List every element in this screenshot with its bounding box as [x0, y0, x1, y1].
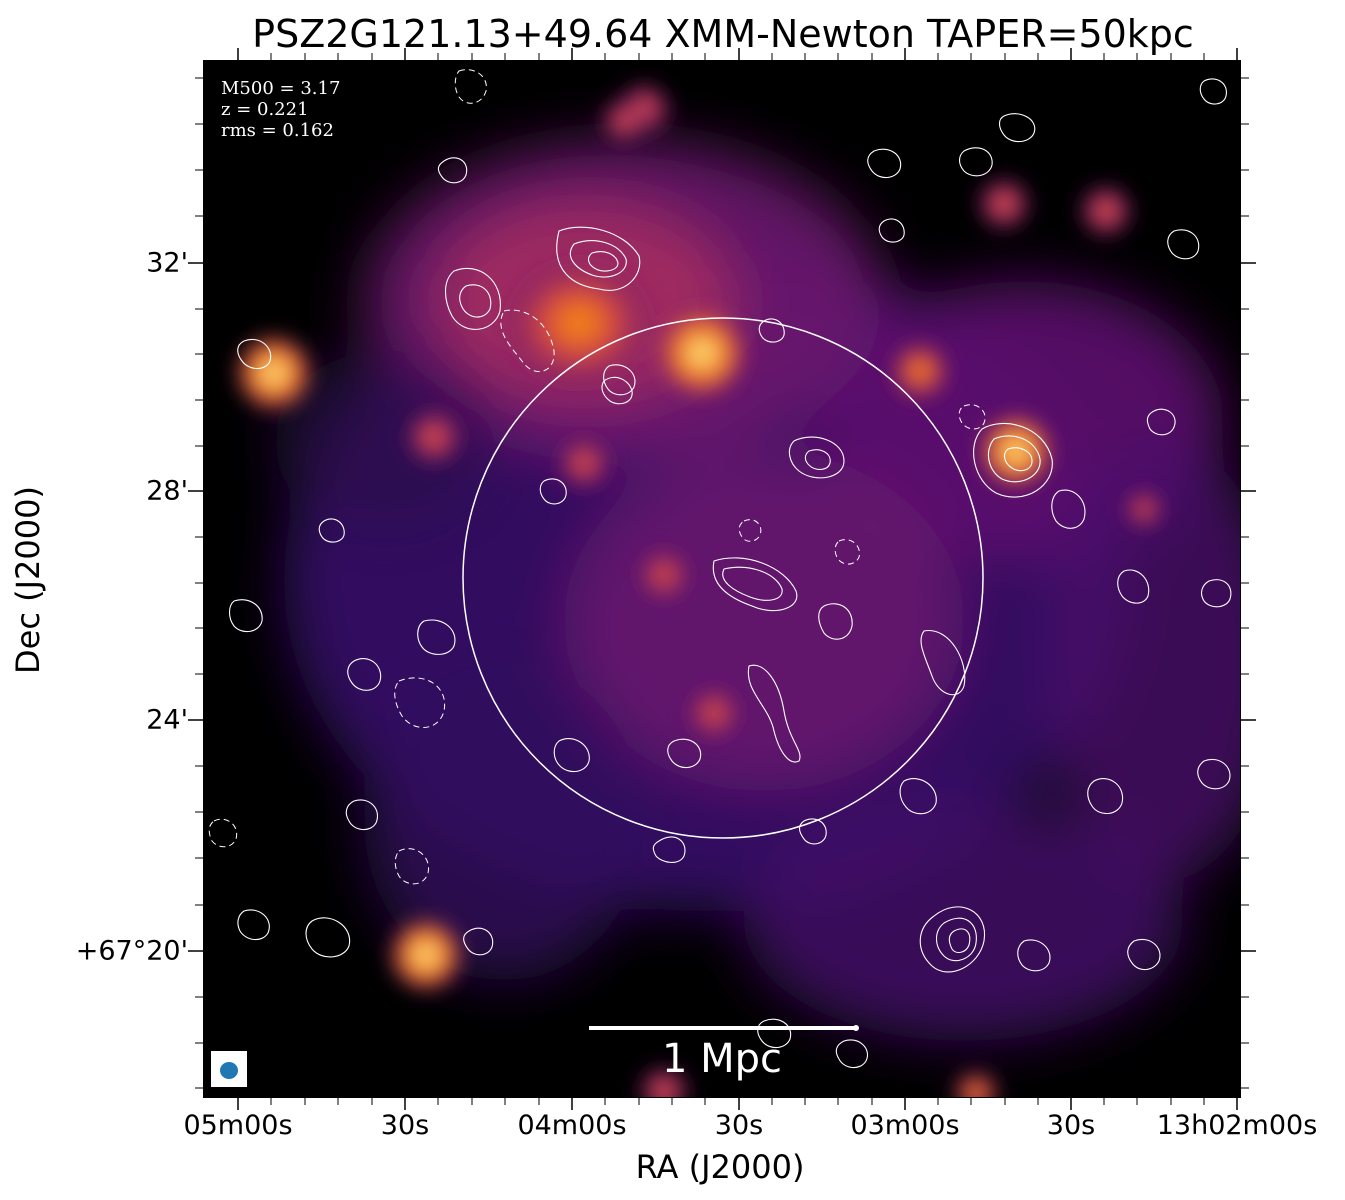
x-tick-label: 03m00s — [850, 1110, 960, 1141]
y-tick-label: +67°20' — [75, 935, 188, 967]
x-tick-label: 30s — [1046, 1110, 1096, 1141]
x-tick-label: 30s — [714, 1110, 764, 1141]
x-axis-label: RA (J2000) — [635, 1148, 805, 1186]
y-tick-label: 24' — [146, 704, 188, 736]
beam-box — [210, 1050, 248, 1088]
y-axis-label: Dec (J2000) — [9, 486, 47, 674]
radio-contours — [228, 78, 1232, 1069]
x-tick-label: 30s — [380, 1110, 430, 1141]
x-tick-label: 13h02m00s — [1156, 1110, 1318, 1141]
redshift-value: z = 0.221 — [221, 99, 309, 120]
y-tick-label: 32' — [146, 247, 188, 279]
x-tick-label: 04m00s — [517, 1110, 627, 1141]
r500-circle — [462, 317, 984, 839]
scale-bar — [589, 1025, 859, 1031]
cluster-info-box: M500 = 3.17 z = 0.221 rms = 0.162 — [213, 74, 349, 145]
m500-value: M500 = 3.17 — [221, 78, 341, 99]
negative-contours — [208, 69, 986, 885]
beam-ellipse — [220, 1062, 238, 1079]
plot-title: PSZ2G121.13+49.64 XMM-Newton TAPER=50kpc — [252, 12, 1194, 56]
rms-value: rms = 0.162 — [221, 120, 334, 141]
sky-image-panel — [203, 60, 1241, 1098]
x-tick-label: 05m00s — [183, 1110, 293, 1141]
xray-image — [208, 69, 1240, 1097]
y-tick-label: 28' — [146, 475, 188, 507]
scale-bar-label: 1 Mpc — [661, 1036, 783, 1082]
